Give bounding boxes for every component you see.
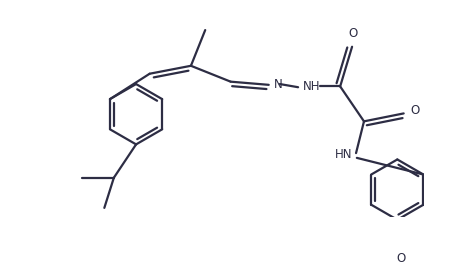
Text: O: O bbox=[411, 104, 420, 117]
Text: HN: HN bbox=[334, 148, 352, 161]
Text: O: O bbox=[348, 27, 358, 40]
Text: O: O bbox=[397, 251, 406, 263]
Text: NH: NH bbox=[303, 80, 320, 93]
Text: N: N bbox=[273, 78, 282, 90]
